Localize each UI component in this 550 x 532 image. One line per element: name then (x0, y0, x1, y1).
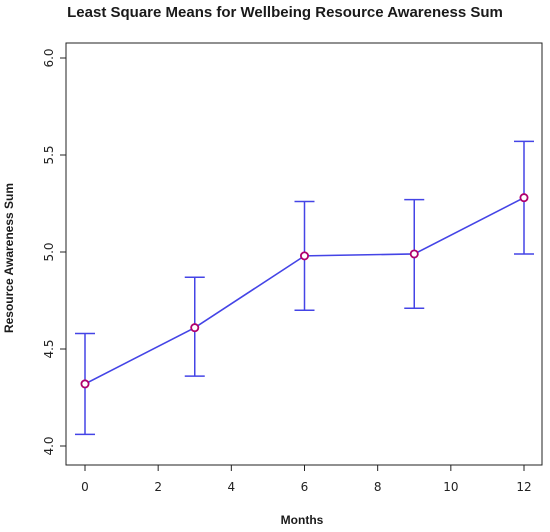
y-axis-label: Resource Awareness Sum (2, 183, 16, 333)
y-tick-label: 5.0 (42, 242, 56, 261)
y-tick-label: 5.5 (42, 145, 56, 164)
x-tick-label: 0 (81, 480, 89, 494)
data-point (409, 249, 419, 259)
chart-title: Least Square Means for Wellbeing Resourc… (67, 4, 503, 21)
data-point (80, 379, 90, 389)
data-point (519, 193, 529, 203)
x-tick-label: 2 (154, 480, 162, 494)
y-axis: 4.0 4.5 5.0 5.5 6.0 (42, 48, 66, 456)
x-tick-label: 8 (374, 480, 382, 494)
x-tick-label: 4 (228, 480, 236, 494)
x-axis-label: Months (281, 513, 324, 527)
x-tick-label: 12 (516, 480, 531, 494)
y-tick-label: 6.0 (42, 48, 56, 67)
series-layer (75, 140, 534, 436)
x-tick-label: 10 (443, 480, 458, 494)
data-point (190, 323, 200, 333)
y-tick-label: 4.5 (42, 339, 56, 358)
data-point (299, 251, 309, 261)
x-axis: 0 2 4 6 8 10 12 (81, 465, 532, 494)
x-tick-label: 6 (301, 480, 309, 494)
y-tick-label: 4.0 (42, 436, 56, 455)
